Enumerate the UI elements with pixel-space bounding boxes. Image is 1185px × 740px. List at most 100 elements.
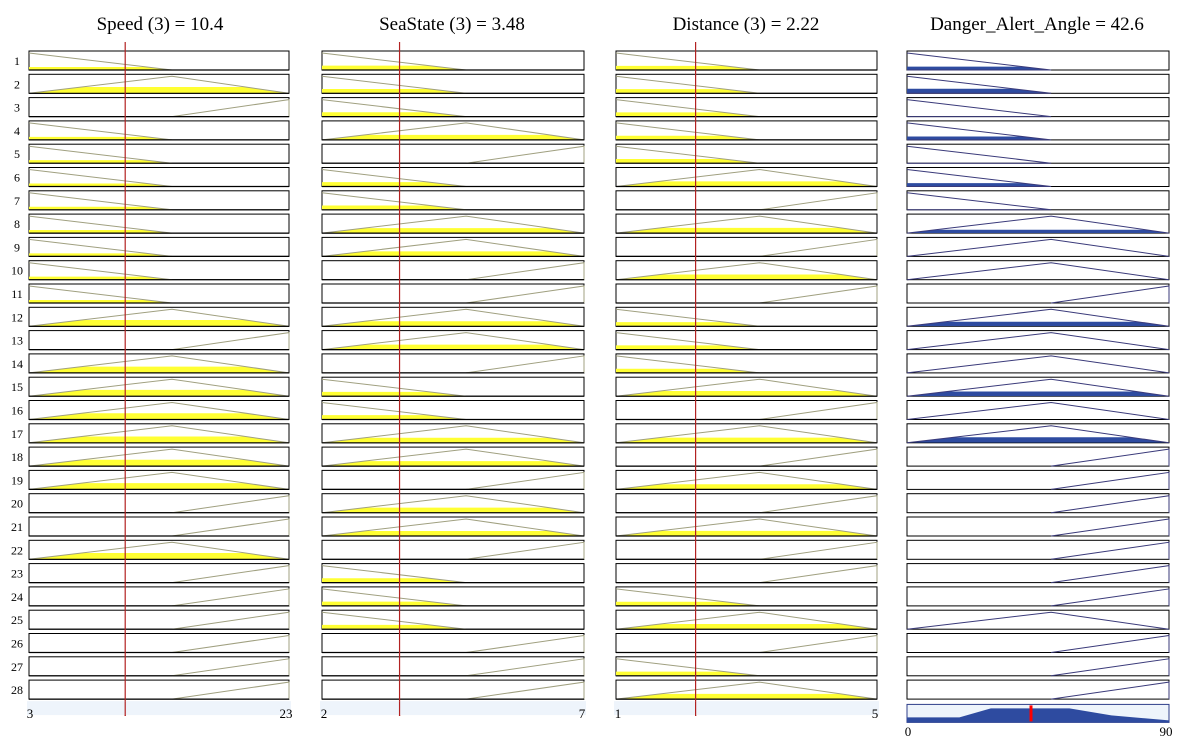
rule-row-number: 16 — [11, 404, 23, 418]
distance-fired-area — [616, 112, 760, 117]
output-membership-curve — [1051, 588, 1170, 607]
seastate-membership-curve — [321, 332, 585, 351]
distance-membership-curve — [759, 541, 878, 560]
rule-row-number: 22 — [11, 543, 23, 557]
seastate-fired-area — [322, 321, 584, 327]
speed-rule-box — [28, 563, 290, 584]
speed-fired-area — [29, 483, 289, 490]
output-rule-box — [906, 446, 1170, 467]
output-fired-area — [907, 437, 1169, 443]
seastate-membership-curve — [321, 238, 585, 257]
distance-max-label: 5 — [872, 706, 879, 721]
distance-membership-curve — [615, 425, 878, 444]
speed-fired-area — [29, 389, 289, 397]
seastate-membership-curve — [321, 215, 585, 234]
rule-row-number: 28 — [11, 683, 23, 697]
distance-membership-curve — [615, 262, 878, 281]
rule-row-number: 10 — [11, 264, 23, 278]
seastate-membership-curve — [466, 658, 585, 677]
output-membership-curve — [906, 238, 1170, 257]
seastate-membership-curve — [466, 262, 585, 281]
output-membership-curve — [906, 355, 1170, 374]
seastate-fired-area — [322, 507, 584, 513]
output-membership-curve — [1051, 518, 1170, 537]
distance-fired-area — [616, 322, 760, 327]
output-rule-box — [906, 656, 1170, 677]
speed-title: Speed (3) = 10.4 — [97, 14, 224, 35]
output-rule-box — [906, 609, 1170, 630]
seastate-fired-area — [322, 182, 467, 187]
output-rule-box — [906, 400, 1170, 420]
speed-fired-area — [29, 553, 289, 560]
distance-membership-curve — [615, 378, 878, 397]
output-membership-curve — [906, 192, 1052, 211]
output-membership-curve — [906, 262, 1170, 281]
output-title: Danger_Alert_Angle = 42.6 — [930, 14, 1144, 35]
seastate-fired-area — [322, 228, 584, 234]
speed-fired-area — [29, 160, 172, 164]
seastate-rule-box — [321, 656, 585, 677]
seastate-fired-area — [322, 601, 467, 606]
output-rule-box — [906, 563, 1170, 584]
distance-fired-area — [616, 671, 760, 676]
speed-membership-curve — [28, 448, 290, 467]
seastate-rule-box — [321, 353, 585, 374]
rule-row-number: 13 — [11, 334, 23, 348]
seastate-rule-box — [321, 283, 585, 304]
seastate-membership-curve — [466, 355, 585, 374]
rule-row-number: 26 — [11, 637, 23, 651]
distance-rule-box — [615, 446, 878, 467]
output-fired-area — [907, 183, 1052, 187]
distance-min-label: 1 — [615, 706, 622, 721]
output-rule-box — [906, 143, 1170, 164]
rule-row-number: 17 — [11, 427, 23, 441]
distance-fired-area — [616, 624, 877, 630]
seastate-fired-area — [322, 391, 467, 397]
speed-fired-area — [29, 366, 289, 373]
output-fired-area — [907, 136, 1052, 140]
speed-fired-area — [29, 183, 172, 187]
speed-min-label: 3 — [27, 706, 34, 721]
output-membership-curve — [906, 122, 1052, 141]
output-membership-curve — [906, 169, 1052, 187]
speed-fired-area — [29, 436, 289, 443]
speed-membership-curve — [28, 541, 290, 560]
speed-membership-curve — [171, 495, 290, 514]
rule-row-number: 9 — [14, 240, 20, 254]
output-membership-curve — [906, 52, 1052, 71]
speed-rule-box — [28, 516, 290, 537]
seastate-rule-box — [321, 679, 585, 700]
seastate-membership-curve — [321, 518, 585, 537]
distance-fired-area — [616, 181, 877, 187]
distance-fired-area — [616, 391, 877, 397]
speed-membership-curve — [171, 99, 290, 118]
speed-membership-curve — [171, 634, 290, 653]
output-membership-curve — [1051, 285, 1170, 304]
distance-fired-area — [616, 484, 877, 490]
rule-row-number: 24 — [11, 590, 23, 604]
output-rule-box — [906, 330, 1170, 351]
speed-membership-curve — [171, 518, 290, 537]
speed-rule-box — [28, 656, 290, 677]
rule-row-number: 18 — [11, 450, 23, 464]
speed-membership-curve — [171, 681, 290, 700]
speed-max-label: 23 — [280, 706, 293, 721]
output-fired-area — [907, 88, 1052, 94]
seastate-fired-area — [322, 578, 467, 583]
speed-fired-area — [29, 66, 172, 70]
output-fired-area — [907, 229, 1169, 234]
distance-fired-area — [616, 368, 760, 373]
distance-rule-box — [615, 539, 878, 560]
rule-row-number: 3 — [14, 101, 20, 115]
distance-rule-box — [615, 190, 878, 211]
output-membership-curve — [906, 611, 1170, 630]
output-membership-curve — [906, 378, 1170, 397]
seastate-fired-area — [322, 88, 467, 94]
speed-rule-box — [28, 586, 290, 607]
distance-rule-box — [615, 633, 878, 653]
rule-row-number: 27 — [11, 660, 23, 674]
seastate-fired-area — [322, 251, 584, 257]
seastate-rule-box — [321, 469, 585, 490]
seastate-min-label: 2 — [321, 706, 328, 721]
seastate-membership-curve — [466, 634, 585, 653]
